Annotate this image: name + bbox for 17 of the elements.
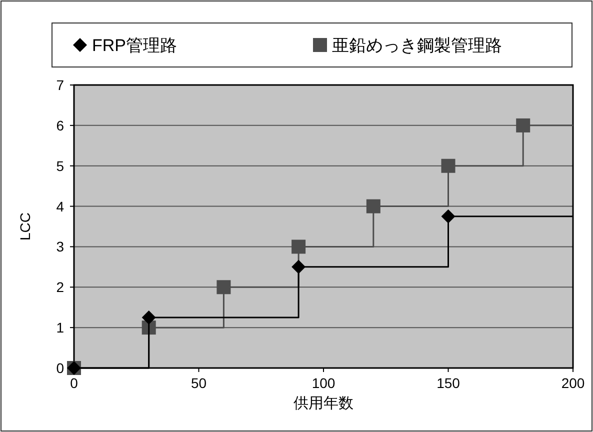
y-tick-label: 1 (56, 320, 64, 336)
x-tick-label: 50 (190, 375, 207, 391)
x-tick-label: 200 (561, 375, 585, 391)
y-tick-label: 5 (56, 158, 64, 174)
y-tick-label: 4 (56, 198, 64, 214)
y-tick-label: 6 (56, 117, 64, 134)
x-tick-label: 0 (70, 375, 78, 391)
y-tick-label: 0 (56, 360, 64, 376)
x-axis-title: 供用年数 (294, 395, 354, 412)
legend-label: FRP管理路 (92, 36, 177, 55)
legend-label: 亜鉛めっき鋼製管理路 (332, 36, 502, 55)
y-tick-label: 3 (56, 238, 64, 255)
y-tick-label: 2 (56, 279, 64, 296)
x-tick-label: 100 (312, 375, 336, 391)
x-tick-label: 150 (436, 375, 460, 391)
y-tick-label: 7 (56, 77, 64, 93)
y-axis-title: LCC (17, 212, 33, 241)
